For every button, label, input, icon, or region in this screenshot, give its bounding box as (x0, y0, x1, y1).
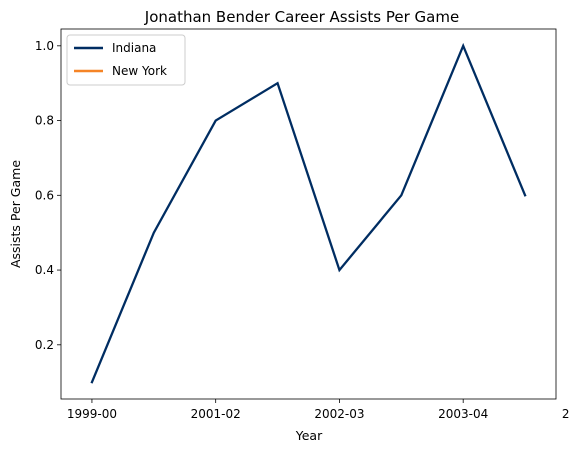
x-tick-label: 2003-04 (438, 407, 488, 421)
y-tick-label: 0.2 (35, 338, 54, 352)
x-tick-label: 1999-00 (67, 407, 117, 421)
series-line-indiana (90, 42, 527, 384)
y-axis: 0.2 0.4 0.6 0.8 1.0 (35, 39, 61, 352)
y-tick-label: 0.4 (35, 263, 54, 277)
x-axis: 1999-00 2001-02 2002-03 2003-04 2005-06 (67, 399, 570, 421)
chart-title: Jonathan Bender Career Assists Per Game (144, 8, 459, 26)
legend-label-new-york: New York (112, 64, 167, 78)
legend: Indiana New York (66, 34, 186, 86)
x-tick-label: 2001-02 (191, 407, 241, 421)
x-axis-label: Year (295, 428, 323, 443)
legend-label-indiana: Indiana (112, 41, 156, 55)
y-axis-label: Assists Per Game (8, 160, 23, 268)
y-tick-label: 0.8 (35, 114, 54, 128)
y-tick-label: 1.0 (35, 39, 54, 53)
x-tick-label: 2002-03 (314, 407, 364, 421)
x-tick-label: 2005-06 (562, 407, 570, 421)
series-lines (90, 42, 527, 384)
y-tick-label: 0.6 (35, 188, 54, 202)
plot-area (60, 28, 557, 400)
